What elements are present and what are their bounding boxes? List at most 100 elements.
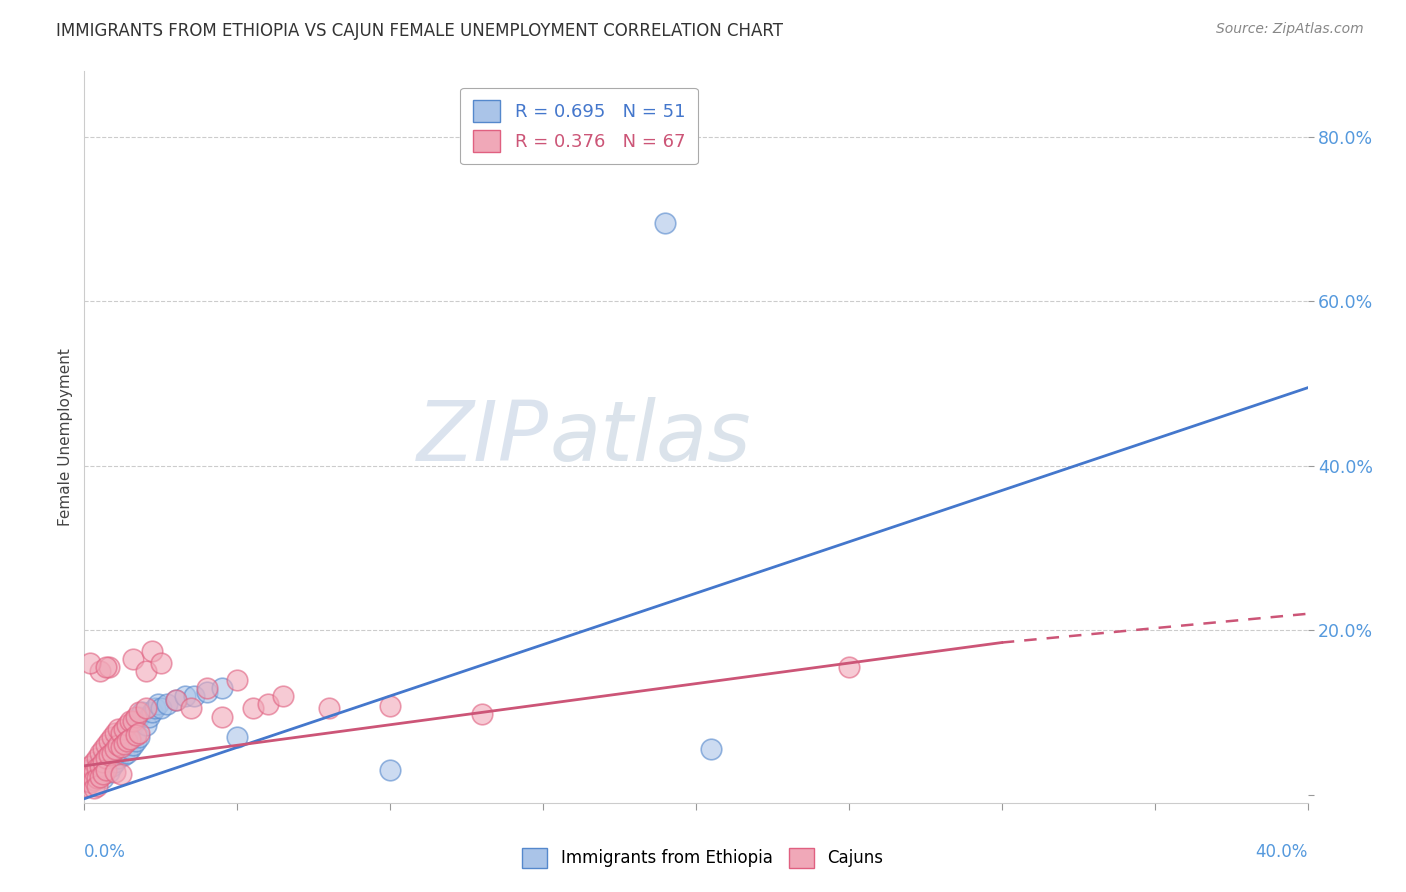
Point <box>79 775 101 789</box>
Point <box>115 717 138 731</box>
Point <box>104 755 127 769</box>
Point <box>138 709 160 723</box>
Point <box>91 756 114 771</box>
Point <box>226 730 249 744</box>
Point <box>97 764 120 779</box>
Point <box>76 780 98 794</box>
Point <box>654 216 676 230</box>
Point <box>135 701 157 715</box>
Point <box>107 734 129 748</box>
Point <box>89 759 111 773</box>
Point <box>110 739 132 754</box>
Point <box>83 764 105 779</box>
Point <box>149 656 172 670</box>
Point <box>112 748 135 763</box>
Point <box>89 747 111 761</box>
Point <box>242 701 264 715</box>
Point <box>83 772 105 787</box>
Point <box>89 665 111 679</box>
Point <box>271 689 294 703</box>
Point <box>128 706 150 720</box>
Point <box>120 714 142 728</box>
Point <box>146 697 169 711</box>
Point <box>94 750 117 764</box>
Point <box>89 755 111 769</box>
Point <box>125 734 148 748</box>
Point <box>110 742 132 756</box>
Point <box>180 701 202 715</box>
Point <box>112 722 135 736</box>
Point <box>120 742 142 756</box>
Text: atlas: atlas <box>550 397 751 477</box>
Point <box>838 660 860 674</box>
Point <box>226 673 249 687</box>
Point <box>112 730 135 744</box>
Text: 40.0%: 40.0% <box>1256 843 1308 861</box>
Point <box>165 693 187 707</box>
Point <box>165 693 187 707</box>
Point <box>91 742 114 756</box>
Point <box>112 737 135 751</box>
Point <box>128 726 150 740</box>
Point <box>79 775 101 789</box>
Point <box>86 770 108 784</box>
Point <box>94 763 117 777</box>
Point <box>183 689 205 703</box>
Point <box>120 722 142 736</box>
Point <box>380 698 402 713</box>
Text: IMMIGRANTS FROM ETHIOPIA VS CAJUN FEMALE UNEMPLOYMENT CORRELATION CHART: IMMIGRANTS FROM ETHIOPIA VS CAJUN FEMALE… <box>56 22 783 40</box>
Point <box>104 739 127 753</box>
Point <box>83 780 105 795</box>
Point <box>91 767 114 781</box>
Point <box>101 759 124 773</box>
Point <box>83 755 105 769</box>
Point <box>97 660 120 674</box>
Point <box>257 697 280 711</box>
Point <box>135 665 157 679</box>
Point <box>86 761 108 775</box>
Point <box>211 709 233 723</box>
Point <box>76 767 98 781</box>
Point <box>141 644 163 658</box>
Point <box>125 728 148 742</box>
Point <box>101 742 124 756</box>
Point <box>89 767 111 781</box>
Text: Source: ZipAtlas.com: Source: ZipAtlas.com <box>1216 22 1364 37</box>
Point <box>79 767 101 781</box>
Point <box>94 739 117 753</box>
Point <box>125 714 148 728</box>
Point <box>97 748 120 763</box>
Point <box>110 726 132 740</box>
Text: ZIP: ZIP <box>418 397 550 477</box>
Point <box>104 726 127 740</box>
Point <box>97 734 120 748</box>
Point <box>86 771 108 785</box>
Point <box>700 742 723 756</box>
Point <box>104 764 127 779</box>
Point <box>211 681 233 695</box>
Point <box>94 763 117 777</box>
Point <box>471 706 494 721</box>
Point <box>318 701 340 715</box>
Point <box>76 763 98 777</box>
Legend: Immigrants from Ethiopia, Cajuns: Immigrants from Ethiopia, Cajuns <box>516 841 890 875</box>
Point <box>101 730 124 744</box>
Point <box>101 747 124 761</box>
Point <box>86 750 108 764</box>
Point <box>195 681 218 695</box>
Point <box>141 706 163 720</box>
Point <box>91 771 114 785</box>
Y-axis label: Female Unemployment: Female Unemployment <box>58 348 73 526</box>
Point <box>125 709 148 723</box>
Point <box>135 717 157 731</box>
Point <box>107 750 129 764</box>
Point <box>122 717 145 731</box>
Point <box>83 764 105 779</box>
Legend: R = 0.695   N = 51, R = 0.376   N = 67: R = 0.695 N = 51, R = 0.376 N = 67 <box>460 87 697 164</box>
Text: 0.0%: 0.0% <box>84 843 127 861</box>
Point <box>131 706 153 720</box>
Point <box>79 759 101 773</box>
Point <box>195 685 218 699</box>
Point <box>79 763 101 777</box>
Point <box>86 759 108 773</box>
